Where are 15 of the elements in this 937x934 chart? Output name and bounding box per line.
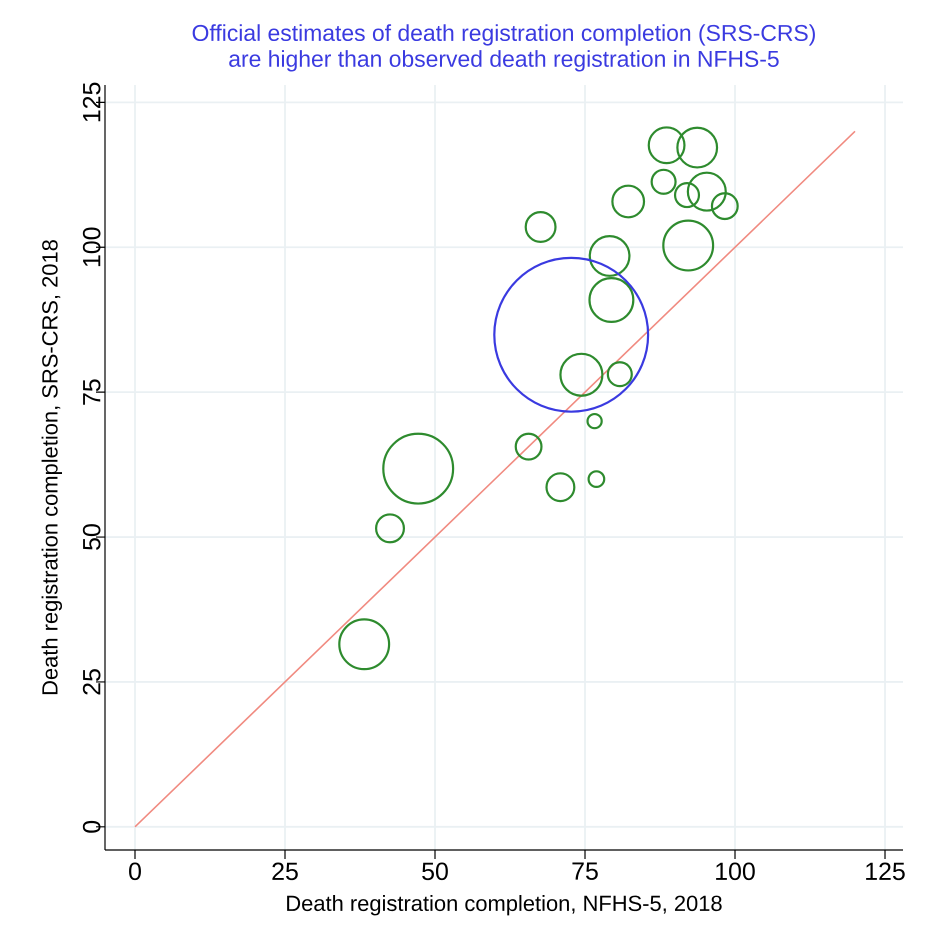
x-tick-label: 75 bbox=[572, 862, 598, 880]
y-tick-label: 0 bbox=[82, 820, 100, 833]
x-tick-label: 100 bbox=[716, 862, 755, 880]
y-tick-label: 25 bbox=[82, 669, 100, 695]
y-tick-label: 100 bbox=[82, 227, 100, 266]
y-tick-label: 75 bbox=[83, 379, 100, 405]
y-tick-label: 50 bbox=[82, 524, 100, 550]
x-tick-label: 25 bbox=[272, 862, 298, 880]
y-axis-title: Death registration completion, SRS-CRS, 2018 bbox=[42, 240, 62, 694]
x-axis-title: Death registration completion, NFHS-5, 2018 bbox=[287, 894, 722, 916]
x-tick-label: 125 bbox=[866, 862, 905, 880]
x-tick-label: 50 bbox=[422, 862, 448, 880]
chart-title: Official estimates of death registration completion (SRS-CRS) are higher than observed death registration in NFHS-5 bbox=[192, 24, 815, 72]
x-tick-label: 0 bbox=[129, 862, 141, 880]
y-tick-label: 125 bbox=[82, 82, 100, 122]
